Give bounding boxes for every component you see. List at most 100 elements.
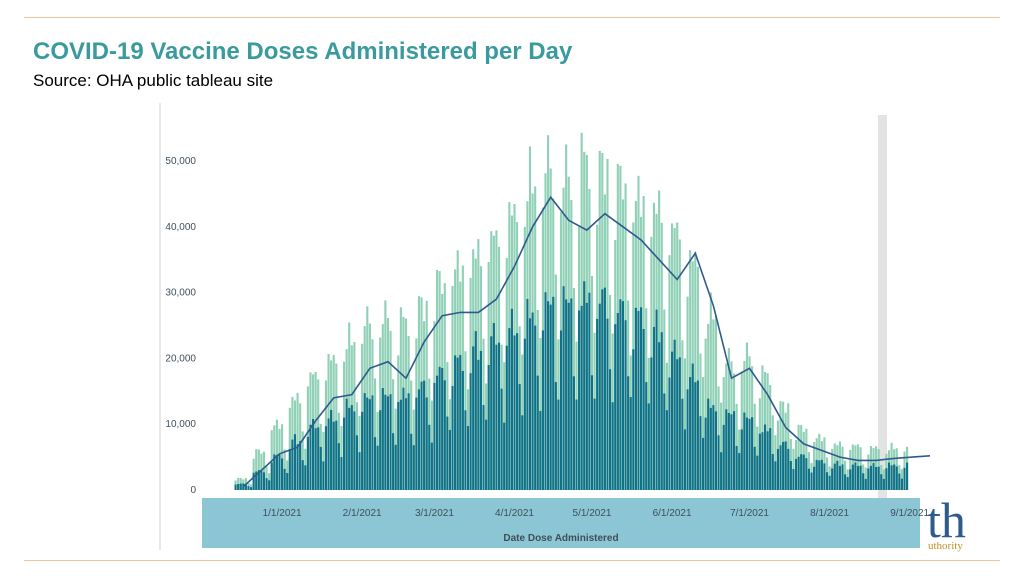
dark-dose-bar [800,454,803,490]
dark-dose-bar [862,473,865,490]
dark-dose-bar [464,410,467,490]
dark-dose-bar [255,471,258,490]
latest-period-highlight [878,115,887,498]
dark-dose-bar [435,375,439,490]
dark-dose-bar [864,478,867,490]
dark-dose-bar [296,444,299,490]
dark-dose-bar [397,402,400,490]
dark-dose-bar [404,398,408,490]
brand-logo: th uthority [925,495,995,555]
dark-dose-bar [606,318,609,490]
dark-dose-bar [322,461,325,490]
x-axis-band [202,498,920,548]
dark-dose-bar [856,466,860,490]
dark-dose-bar [358,452,361,490]
x-tick-label: 5/1/2021 [573,508,612,519]
dark-dose-bar [727,412,730,490]
dark-dose-bar [805,458,808,490]
dark-dose-bar [503,422,506,490]
dark-dose-bar [407,393,410,490]
dark-dose-bar [291,439,294,490]
dark-dose-bar [335,420,338,490]
dark-dose-bar [818,460,821,490]
dark-dose-bar [448,429,452,490]
dark-dose-bar [640,307,643,490]
total-dose-bar [399,307,402,490]
dark-dose-bar [386,396,390,490]
total-dose-bar [275,419,278,490]
dark-dose-bar [802,454,805,490]
dark-dose-bar [895,466,898,490]
dark-dose-bar [309,424,312,490]
dark-dose-bar [454,355,457,490]
dark-dose-bar [707,398,710,490]
dark-dose-bar [469,373,472,490]
dark-dose-bar [797,456,800,490]
dark-dose-bar [345,398,348,490]
dark-dose-bar [472,346,475,490]
y-tick-label: 10,000 [165,419,196,430]
dark-dose-bar [794,458,798,490]
dark-dose-bar [771,454,774,490]
brand-mark: th [927,492,966,548]
dark-dose-bar [872,463,875,490]
total-dose-bar [425,300,428,490]
dark-dose-bar [327,418,330,490]
dark-dose-bar [340,457,343,490]
dark-dose-bar [479,350,482,490]
dark-dose-bar [381,388,384,490]
dark-dose-bar [616,313,619,490]
dark-dose-bar [704,417,707,490]
dark-dose-bar [844,474,847,490]
x-tick-label: 1/1/2021 [263,508,302,519]
dark-dose-bar [234,484,237,490]
dark-dose-bar [900,478,903,490]
total-dose-bar [373,378,377,490]
dark-dose-bar [601,289,604,490]
dark-dose-bar [813,466,816,490]
dark-dose-bar [846,477,849,490]
dark-dose-bar [412,445,415,490]
total-dose-bar [813,442,816,490]
dark-dose-bar [906,462,909,490]
x-tick-label: 8/1/2021 [810,508,849,519]
dark-dose-bar [461,371,464,490]
dark-dose-bar [725,409,728,490]
dark-dose-bar [265,478,268,490]
dark-dose-bar [740,429,743,490]
total-dose-bar [689,250,692,490]
dark-dose-bar [578,310,581,490]
total-dose-bar [704,338,707,490]
dark-dose-bar [423,380,426,490]
dark-dose-bar [722,424,725,490]
dark-dose-bar [487,365,490,490]
dark-dose-bar [342,417,346,490]
dark-dose-bar [425,397,428,490]
dark-dose-bar [482,404,485,490]
dark-dose-bar [751,417,754,490]
dark-dose-bar [694,382,697,490]
dark-dose-bar [696,380,699,490]
dark-dose-bar [784,441,787,490]
dark-dose-bar [714,411,718,490]
dark-dose-bar [611,402,614,490]
dark-dose-bar [508,328,511,490]
dark-dose-bar [676,359,679,490]
dark-dose-bar [301,460,304,490]
dark-dose-bar [596,318,599,490]
dark-dose-bar [528,318,532,490]
dark-dose-bar [410,433,413,490]
total-dose-bar [668,255,671,490]
dark-dose-bar [363,393,366,490]
total-dose-bar [720,402,723,490]
dark-dose-bar [730,414,733,490]
dark-dose-bar [758,433,761,490]
dark-dose-bar [317,427,320,490]
dark-dose-bar [500,388,503,490]
total-dose-bar [761,365,764,490]
dark-dose-bar [807,468,811,490]
dark-dose-bar [557,399,560,490]
dark-dose-bar [585,302,588,490]
dark-dose-bar [867,468,870,490]
dark-dose-bar [647,403,650,490]
